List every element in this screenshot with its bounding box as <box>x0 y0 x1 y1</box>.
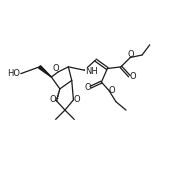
Text: NH: NH <box>85 67 98 76</box>
Polygon shape <box>38 66 51 77</box>
Text: O: O <box>128 50 134 60</box>
Text: O: O <box>74 95 81 104</box>
Text: O: O <box>84 83 91 92</box>
Text: O: O <box>109 86 115 95</box>
Text: O: O <box>129 72 136 81</box>
Text: O: O <box>52 64 59 73</box>
Text: HO: HO <box>7 69 20 78</box>
Text: O: O <box>49 95 56 104</box>
